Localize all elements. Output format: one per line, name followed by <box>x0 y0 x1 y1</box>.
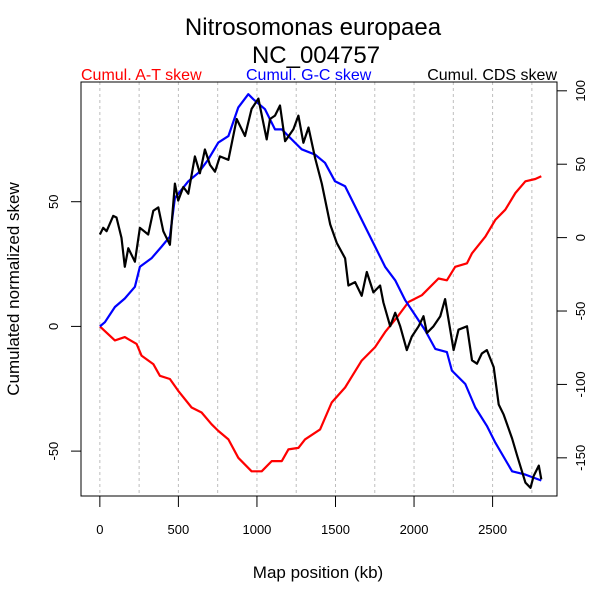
x-axis: 0 500 1000 1500 2000 2500 <box>96 496 507 537</box>
y-axis-right: -150 -100 -50 0 50 100 <box>557 80 588 471</box>
y-right-tick-label: -50 <box>573 302 588 321</box>
x-tick-label: 1500 <box>321 522 350 537</box>
series-lines <box>98 93 543 489</box>
y-right-tick-label: 100 <box>573 80 588 102</box>
chart-title: Nitrosomonas europaea <box>185 14 442 41</box>
x-tick-label: 0 <box>96 522 103 537</box>
y-axis-left: -50 0 50 <box>46 194 81 461</box>
at-skew-line <box>99 175 542 473</box>
x-axis-label: Map position (kb) <box>253 563 383 582</box>
chart-subtitle: NC_004757 <box>252 42 380 69</box>
y-right-tick-label: -150 <box>573 445 588 471</box>
legend-gc-skew: Cumul. G-C skew <box>246 67 372 84</box>
x-tick-label: 500 <box>168 522 190 537</box>
x-tick-label: 1000 <box>242 522 271 537</box>
y-tick-label: 50 <box>46 194 61 208</box>
y-tick-label: -50 <box>46 442 61 461</box>
y-right-tick-label: 0 <box>573 234 588 241</box>
y-right-tick-label: -100 <box>573 371 588 397</box>
x-tick-label: 2500 <box>478 522 507 537</box>
x-tick-label: 2000 <box>400 522 429 537</box>
legend-cds-skew: Cumul. CDS skew <box>427 67 557 84</box>
cds-skew-line <box>98 97 543 489</box>
plot-frame <box>80 81 558 497</box>
y-axis-label: Cumulated normalized skew <box>4 182 23 396</box>
legend-at-skew: Cumul. A-T skew <box>81 67 202 84</box>
y-right-tick-label: 50 <box>573 157 588 171</box>
grid-lines <box>99 82 533 496</box>
gc-skew-line <box>99 93 542 482</box>
y-tick-label: 0 <box>46 323 61 330</box>
